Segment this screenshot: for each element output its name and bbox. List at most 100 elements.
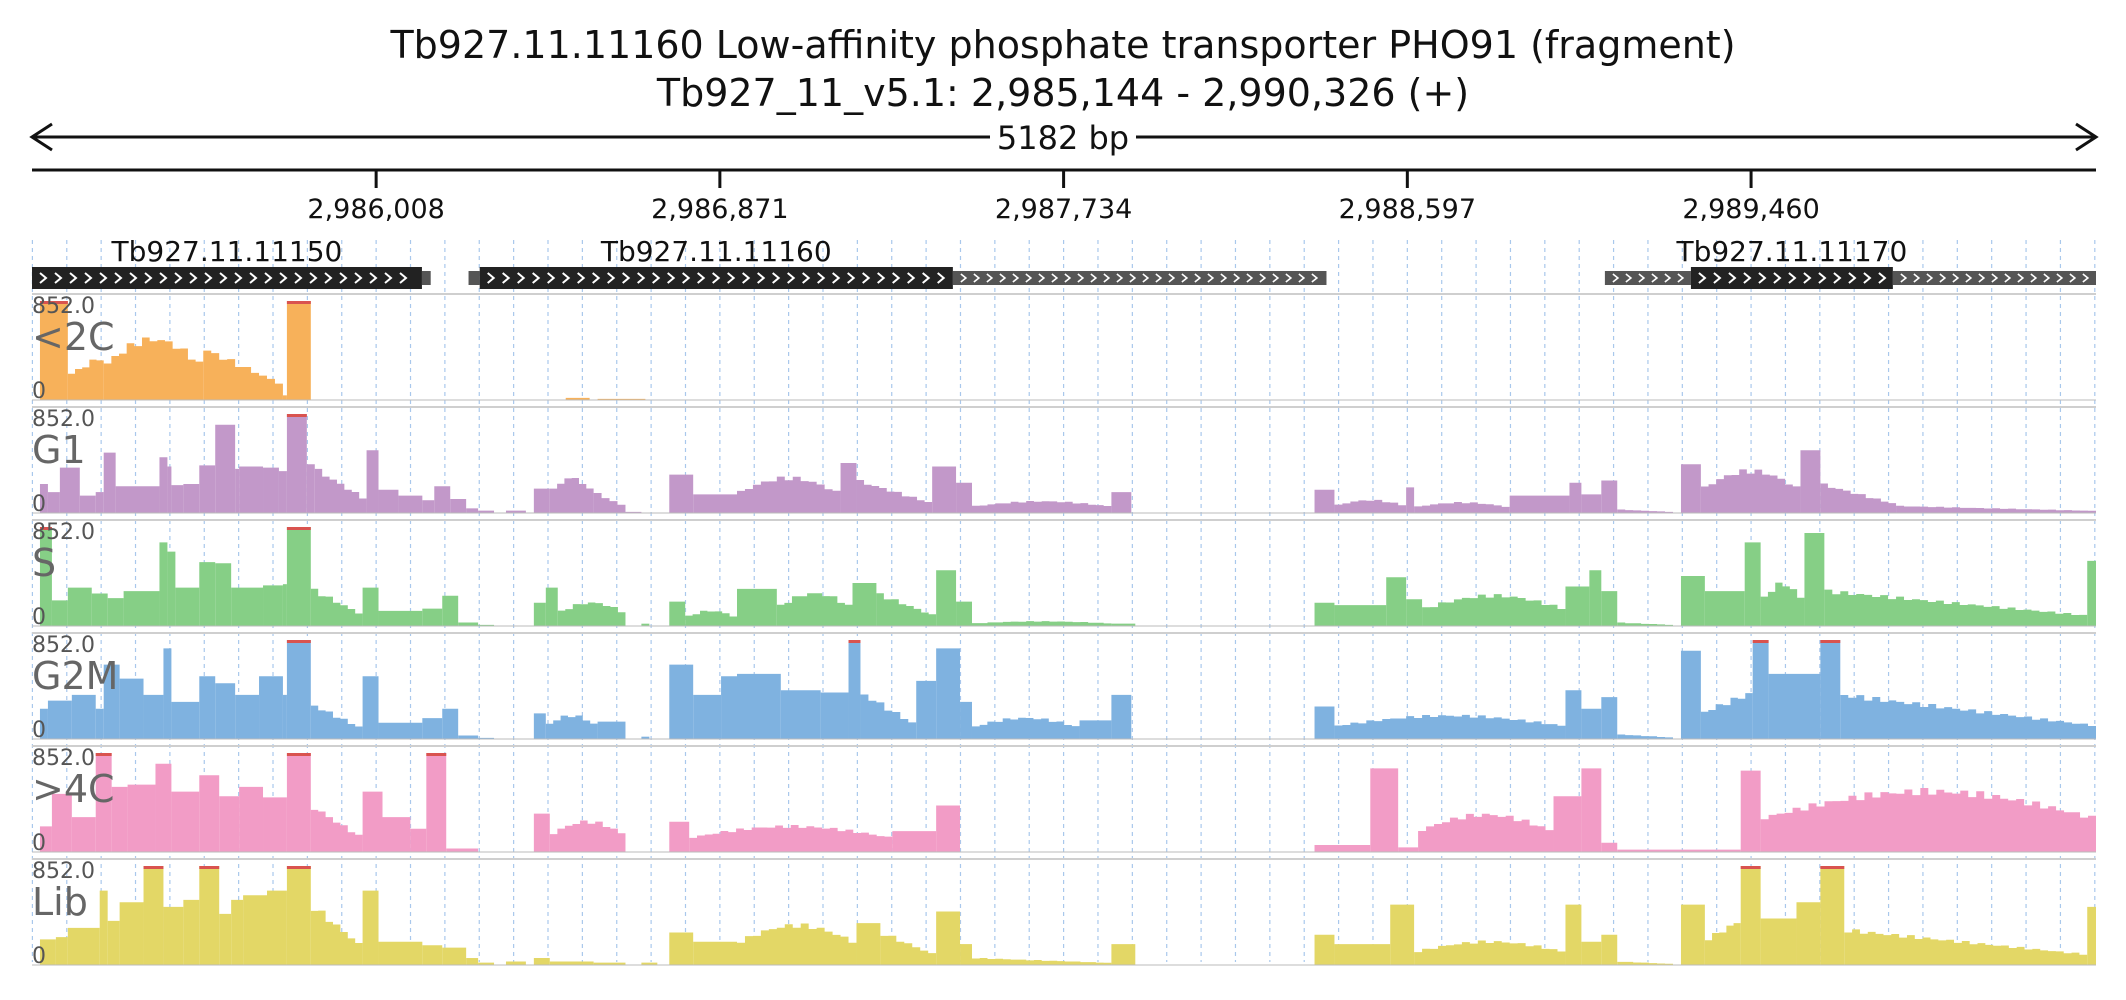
coverage-bar — [1553, 796, 1582, 852]
coverage-bar — [159, 457, 168, 513]
coverage-bar — [565, 397, 590, 400]
coverage-bar — [119, 902, 144, 965]
coverage-bar — [1370, 768, 1399, 852]
strand-arrow — [1952, 273, 1960, 283]
strand-arrow — [99, 272, 108, 284]
strand-arrow — [1939, 273, 1947, 283]
coverage-bar — [71, 694, 96, 739]
strand-arrow — [69, 272, 78, 284]
strand-arrow — [802, 272, 811, 284]
y-max-label: 852.0 — [32, 859, 95, 884]
strand-arrow — [1991, 273, 1999, 283]
strand-arrow — [922, 272, 931, 284]
coverage-bar — [199, 562, 216, 626]
coverage-bar — [916, 680, 937, 739]
strand-arrow — [1116, 273, 1124, 283]
strand-arrow — [1625, 273, 1633, 283]
coverage-bar — [1565, 904, 1582, 965]
coverage-bar — [876, 593, 937, 626]
coverage-bar — [956, 482, 972, 513]
span-arrowhead-left — [29, 122, 53, 152]
coverage-bar — [219, 913, 232, 965]
coverage-bar — [1617, 509, 1674, 513]
coverage-bar — [286, 753, 311, 852]
coverage-bar — [422, 718, 443, 739]
coverage-bar — [1744, 542, 1761, 626]
strand-arrow — [384, 272, 393, 284]
y-min-label: 0 — [32, 944, 46, 969]
coverage-bar — [549, 820, 626, 852]
strand-arrow — [294, 272, 303, 284]
clip-marker — [286, 527, 311, 530]
title-line-2: Tb927_11_v5.1: 2,985,144 - 2,990,326 (+) — [656, 71, 1469, 115]
coverage-bar — [378, 722, 423, 739]
strand-arrow — [354, 272, 363, 284]
coverage-bar — [163, 906, 184, 965]
coverage-bar — [1601, 591, 1618, 626]
coverage-bar — [971, 717, 1080, 739]
strand-arrow — [1155, 273, 1163, 283]
strand-arrow — [1051, 273, 1059, 283]
coverage-bar — [263, 585, 283, 626]
coverage-bar — [1314, 602, 1335, 626]
coverage-bar — [1509, 495, 1570, 513]
coverage-bar — [442, 708, 459, 739]
strand-arrow — [279, 272, 288, 284]
coverage-bar — [1334, 499, 1407, 513]
strand-arrow — [1651, 273, 1659, 283]
clip-marker — [286, 301, 311, 304]
coverage-bar — [51, 793, 72, 852]
coverage-bar — [466, 508, 479, 513]
coverage-bar — [366, 450, 379, 513]
coverage-bar — [685, 610, 737, 626]
coverage-bar — [163, 648, 172, 739]
coverage-bar — [199, 866, 220, 965]
strand-arrow — [1788, 272, 1797, 284]
coverage-bar — [155, 763, 172, 852]
strand-arrow — [1833, 272, 1842, 284]
coverage-bar — [282, 395, 287, 400]
clip-marker — [1820, 866, 1845, 869]
coverage-bar — [39, 826, 52, 852]
coverage-bar — [848, 640, 861, 739]
coverage-bar — [736, 923, 857, 965]
coverage-bar — [39, 708, 48, 739]
y-min-label: 0 — [32, 379, 46, 404]
strand-arrow — [937, 272, 946, 284]
coverage-bar — [266, 890, 287, 965]
track-name: >4C — [32, 767, 115, 811]
strand-arrow — [637, 272, 646, 284]
strand-arrow — [712, 272, 721, 284]
coverage-bar — [310, 588, 363, 626]
coverage-bar — [936, 911, 961, 965]
strand-arrow — [1773, 272, 1782, 284]
coverage-bar — [39, 939, 56, 965]
strand-arrow — [652, 272, 661, 284]
y-max-label: 852.0 — [32, 407, 95, 432]
gene-label: Tb927.11.11170 — [1675, 235, 1907, 268]
strand-arrow — [832, 272, 841, 284]
coverage-bar — [533, 488, 550, 513]
coverage-bar — [1700, 469, 1801, 513]
strand-arrow — [667, 272, 676, 284]
strand-arrow — [1194, 273, 1202, 283]
strand-arrow — [1900, 273, 1908, 283]
coverage-bar — [669, 932, 694, 965]
coverage-bar — [1752, 640, 1769, 739]
coverage-bar — [971, 500, 1112, 513]
coverage-bar — [103, 337, 204, 400]
coverage-bar — [107, 598, 124, 626]
coverage-bar — [378, 489, 399, 513]
coverage-bar — [442, 947, 467, 965]
coverage-bar — [362, 890, 379, 965]
coverage-bar — [1565, 690, 1582, 739]
strand-arrow — [742, 272, 751, 284]
clip-marker — [1752, 640, 1769, 643]
coverage-bar — [593, 492, 626, 513]
coverage-bar — [1565, 586, 1590, 626]
coverage-bar — [1617, 961, 1674, 965]
coverage-bar — [736, 588, 777, 626]
coverage-bar — [71, 817, 96, 852]
x-tick-label: 2,986,008 — [307, 194, 444, 225]
coverage-bar — [2087, 560, 2096, 626]
